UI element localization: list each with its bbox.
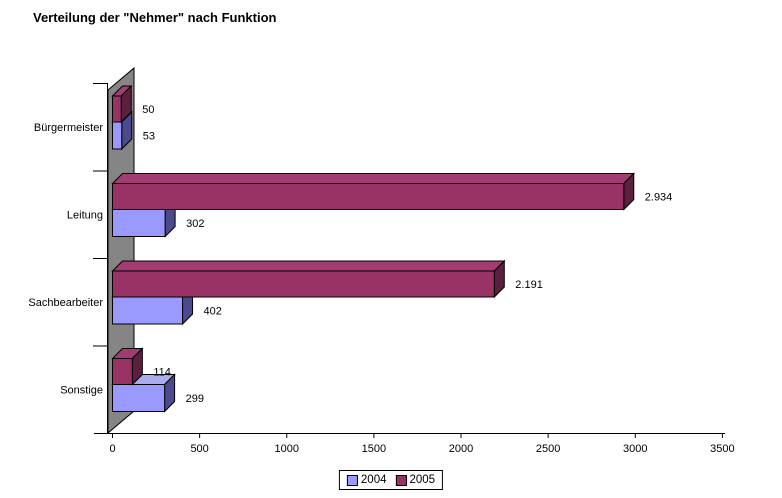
value-label-2004-b-rgermeister: 53 bbox=[143, 131, 155, 143]
value-label-2005-sonstige: 114 bbox=[153, 367, 171, 379]
x-tick-label-0: 0 bbox=[109, 443, 115, 455]
x-tick-label-3500: 3500 bbox=[710, 443, 734, 455]
legend-label-2005: 2005 bbox=[409, 474, 436, 486]
x-tick-label-3000: 3000 bbox=[623, 443, 647, 455]
bar-2004-sonstige-front bbox=[112, 384, 166, 412]
bar-2005-leitung-top bbox=[111, 173, 635, 184]
value-label-2004-sonstige: 299 bbox=[186, 393, 204, 405]
bar-2005-leitung-front bbox=[112, 183, 625, 210]
bar-2005-sachbearbeiter-front bbox=[112, 270, 495, 298]
x-tick-label-1000: 1000 bbox=[275, 443, 299, 455]
value-label-2004-leitung: 302 bbox=[186, 218, 204, 230]
category-label-b-rgermeister: Bürgermeister bbox=[34, 122, 103, 134]
bar-2005-b-rgermeister-front bbox=[112, 95, 122, 123]
value-label-2005-b-rgermeister: 50 bbox=[142, 104, 154, 116]
chart-legend: 2004 2005 bbox=[338, 470, 444, 490]
chart-title: Verteilung der "Nehmer" nach Funktion bbox=[33, 10, 277, 25]
bar-2005-sachbearbeiter-top bbox=[111, 260, 506, 272]
legend-label-2004: 2004 bbox=[360, 474, 387, 486]
legend-item-2004: 2004 bbox=[346, 474, 387, 486]
bar-2004-sachbearbeiter-front bbox=[112, 296, 184, 325]
category-label-sonstige: Sonstige bbox=[60, 384, 103, 396]
x-tick-label-2500: 2500 bbox=[536, 443, 560, 455]
x-tick-label-500: 500 bbox=[190, 443, 208, 455]
value-label-2005-leitung: 2.934 bbox=[645, 192, 673, 204]
bar-2004-b-rgermeister-front bbox=[112, 121, 123, 150]
category-label-sachbearbeiter: Sachbearbeiter bbox=[28, 297, 103, 309]
legend-swatch-2005 bbox=[395, 474, 407, 486]
x-tick-label-2000: 2000 bbox=[449, 443, 473, 455]
bar-2004-leitung-front bbox=[112, 209, 166, 237]
x-tick-label-1500: 1500 bbox=[362, 443, 386, 455]
category-label-leitung: Leitung bbox=[67, 209, 103, 221]
legend-item-2005: 2005 bbox=[395, 474, 436, 486]
bar-2005-sonstige-front bbox=[112, 358, 133, 385]
legend-swatch-2004 bbox=[346, 474, 358, 486]
value-label-2004-sachbearbeiter: 402 bbox=[204, 306, 222, 318]
value-label-2005-sachbearbeiter: 2.191 bbox=[515, 279, 543, 291]
